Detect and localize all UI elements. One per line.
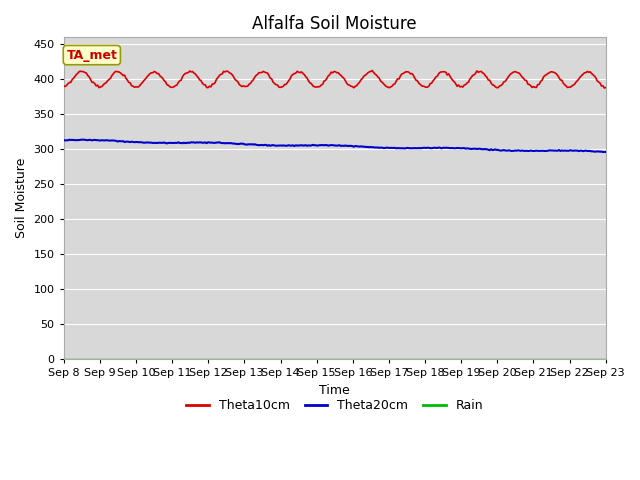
Text: TA_met: TA_met (67, 48, 117, 61)
Title: Alfalfa Soil Moisture: Alfalfa Soil Moisture (252, 15, 417, 33)
X-axis label: Time: Time (319, 384, 350, 396)
Y-axis label: Soil Moisture: Soil Moisture (15, 158, 28, 238)
Legend: Theta10cm, Theta20cm, Rain: Theta10cm, Theta20cm, Rain (181, 394, 488, 417)
